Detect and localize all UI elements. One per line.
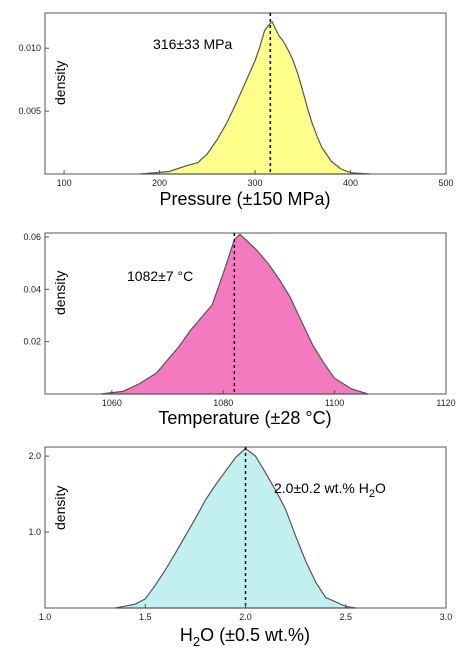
h2o-density-area <box>114 447 357 609</box>
temperature-xtick-label: 1100 <box>325 398 344 408</box>
pressure-ytick-label: 0.005 <box>18 106 41 116</box>
h2o-marks: 1.0 1.5 2.0 2.5 3.0 1.0 2.0 <box>28 447 452 622</box>
pressure-xtick-label: 400 <box>343 178 358 188</box>
temperature-ytick-label: 0.04 <box>23 284 41 294</box>
temperature-axis-title: Temperature (±28 °C) <box>158 408 331 428</box>
temperature-xtick-label: 1060 <box>102 398 122 408</box>
h2o-panel: 1.0 1.5 2.0 2.5 3.0 1.0 2.0 density 2.0±0.2 wt… <box>28 446 452 649</box>
temperature-density-area <box>100 233 369 395</box>
temperature-panel: 1060 1080 1100 1120 0.02 0.04 0.06 density 108… <box>23 232 455 428</box>
h2o-density-label: density <box>52 486 68 530</box>
temperature-xtick-label: 1080 <box>213 398 233 408</box>
h2o-xtick-label: 1.0 <box>39 612 52 622</box>
pressure-ytick-label: 0.010 <box>18 43 41 53</box>
pressure-panel: 100 200 300 400 500 0.005 0.010 density 316±33… <box>18 12 454 209</box>
temperature-ytick-label: 0.02 <box>23 337 41 347</box>
h2o-xtick-label: 3.0 <box>440 612 453 622</box>
h2o-xtick-label: 1.5 <box>139 612 152 622</box>
h2o-xtick-label: 2.0 <box>239 612 252 622</box>
pressure-xtick-label: 100 <box>57 178 72 188</box>
temperature-marks: 1060 1080 1100 1120 0.02 0.04 0.06 <box>23 232 455 408</box>
h2o-ytick-label: 2.0 <box>28 451 41 461</box>
pressure-axis-title: Pressure (±150 MPa) <box>160 189 331 209</box>
h2o-ytick-label: 1.0 <box>28 527 41 537</box>
temperature-annotation: 1082±7 °C <box>127 268 193 284</box>
temperature-ytick-label: 0.06 <box>23 232 41 242</box>
h2o-xtick-label: 2.5 <box>339 612 352 622</box>
pressure-xtick-label: 500 <box>438 178 453 188</box>
pressure-marks: 100 200 300 400 500 0.005 0.010 <box>18 13 454 188</box>
pressure-xtick-label: 300 <box>248 178 263 188</box>
pressure-density-area <box>139 21 371 175</box>
temperature-xtick-label: 1120 <box>436 398 455 408</box>
temperature-density-label: density <box>52 271 68 315</box>
h2o-annotation: 2.0±0.2 wt.% H2O <box>274 480 386 500</box>
pressure-density-label: density <box>52 61 68 105</box>
h2o-axis-title: H2O (±0.5 wt.%) <box>180 625 310 649</box>
pressure-annotation: 316±33 MPa <box>153 36 233 52</box>
pressure-xtick-label: 200 <box>152 178 167 188</box>
